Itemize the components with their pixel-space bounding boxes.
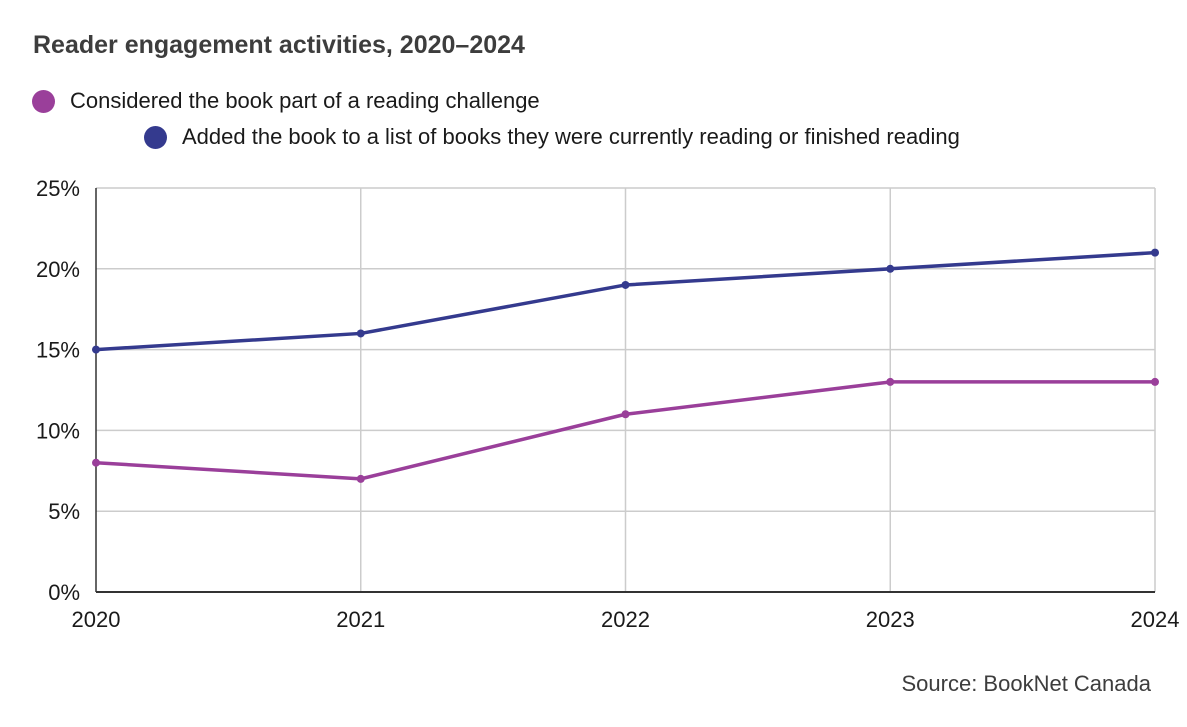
legend-marker-reading-list: [144, 125, 167, 149]
data-point: [356, 329, 365, 338]
y-tick-label: 10%: [36, 418, 80, 443]
x-tick-label: 2021: [336, 607, 385, 632]
data-point: [1151, 377, 1159, 386]
y-tick-label: 15%: [36, 338, 80, 363]
data-point: [621, 410, 630, 419]
legend-item-reading-list: Added the book to a list of books they w…: [144, 124, 960, 150]
data-point: [92, 345, 100, 354]
y-tick-label: 25%: [36, 176, 80, 201]
data-point: [621, 280, 630, 289]
chart-title: Reader engagement activities, 2020–2024: [33, 31, 525, 59]
data-point: [92, 458, 100, 467]
legend-label-reading-challenge: Considered the book part of a reading ch…: [70, 88, 540, 113]
legend-item-reading-challenge: Considered the book part of a reading ch…: [32, 88, 540, 114]
source-note: Source: BookNet Canada: [901, 671, 1152, 696]
x-tick-label: 2024: [1131, 607, 1180, 632]
x-tick-label: 2022: [601, 607, 650, 632]
legend-marker-reading-challenge: [32, 89, 55, 113]
y-tick-label: 0%: [48, 580, 80, 605]
data-point: [1151, 248, 1159, 257]
data-point: [356, 474, 365, 483]
y-tick-label: 5%: [48, 499, 80, 524]
data-point: [886, 377, 895, 386]
x-tick-label: 2023: [866, 607, 915, 632]
x-tick-label: 2020: [72, 607, 121, 632]
data-point: [886, 264, 895, 273]
legend-label-reading-list: Added the book to a list of books they w…: [182, 124, 960, 149]
y-tick-label: 20%: [36, 257, 80, 282]
